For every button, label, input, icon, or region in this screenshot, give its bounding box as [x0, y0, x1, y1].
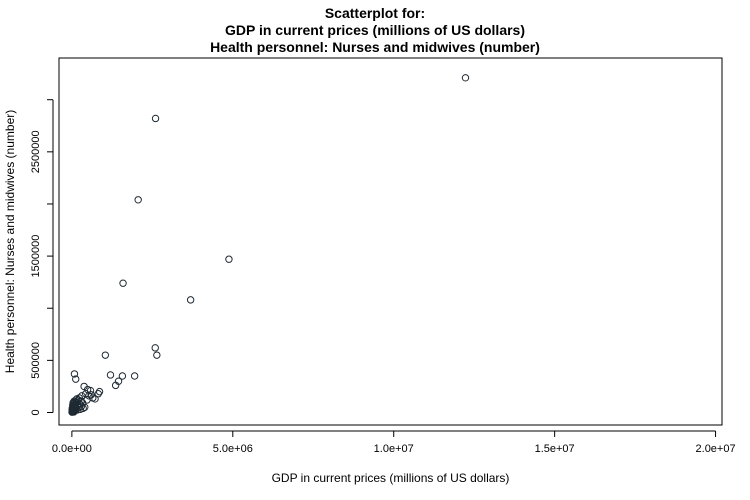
- data-point: [87, 391, 95, 399]
- data-point: [72, 375, 80, 383]
- y-tick-label: 1500000: [30, 235, 42, 278]
- data-point: [68, 404, 76, 413]
- data-point: [101, 351, 110, 359]
- x-axis-title: GDP in current prices (millions of US do…: [272, 471, 510, 485]
- x-tick-label: 5.0e+06: [213, 443, 253, 455]
- data-point: [83, 396, 91, 404]
- data-point: [70, 408, 78, 416]
- data-point: [134, 196, 142, 204]
- x-tick-label: 2.0e+07: [696, 443, 736, 455]
- x-tick-label: 1.0e+07: [374, 443, 414, 455]
- data-point: [119, 279, 127, 287]
- data-point: [153, 351, 161, 359]
- data-point: [461, 74, 470, 82]
- data-point: [118, 372, 127, 380]
- data-point: [69, 401, 77, 409]
- data-point: [70, 397, 78, 405]
- x-tick-label: 1.5e+07: [535, 443, 575, 455]
- y-axis-title: Health personnel: Nurses and midwives (n…: [3, 110, 17, 373]
- data-point: [94, 390, 102, 398]
- chart-title-line-1: Scatterplot for:: [324, 5, 426, 21]
- data-point: [225, 255, 233, 263]
- data-point: [69, 398, 77, 407]
- data-point: [70, 370, 79, 378]
- y-axis: 0 500000 1500000 2500000: [30, 99, 54, 416]
- data-point: [81, 403, 89, 411]
- data-point: [111, 381, 120, 390]
- y-tick-label: 0: [30, 409, 42, 415]
- x-tick-label: 0.0e+00: [52, 443, 92, 455]
- data-point: [95, 387, 104, 396]
- x-axis: 0.0e+00 5.0e+06 1.0e+07 1.5e+07 2.0e+07: [52, 430, 736, 455]
- chart-title-line-3: Health personnel: Nurses and midwives (n…: [210, 39, 540, 55]
- data-points: [68, 74, 470, 416]
- data-point: [68, 407, 76, 415]
- y-tick-label: 500000: [30, 342, 42, 379]
- y-tick-label: 2500000: [30, 130, 42, 173]
- data-point: [106, 371, 115, 379]
- data-point: [91, 395, 99, 403]
- data-point: [186, 296, 195, 304]
- data-point: [151, 114, 160, 123]
- plot-frame: [58, 57, 723, 426]
- data-point: [151, 344, 159, 352]
- data-point: [130, 372, 139, 380]
- chart-title-line-2: GDP in current prices (millions of US do…: [224, 22, 526, 38]
